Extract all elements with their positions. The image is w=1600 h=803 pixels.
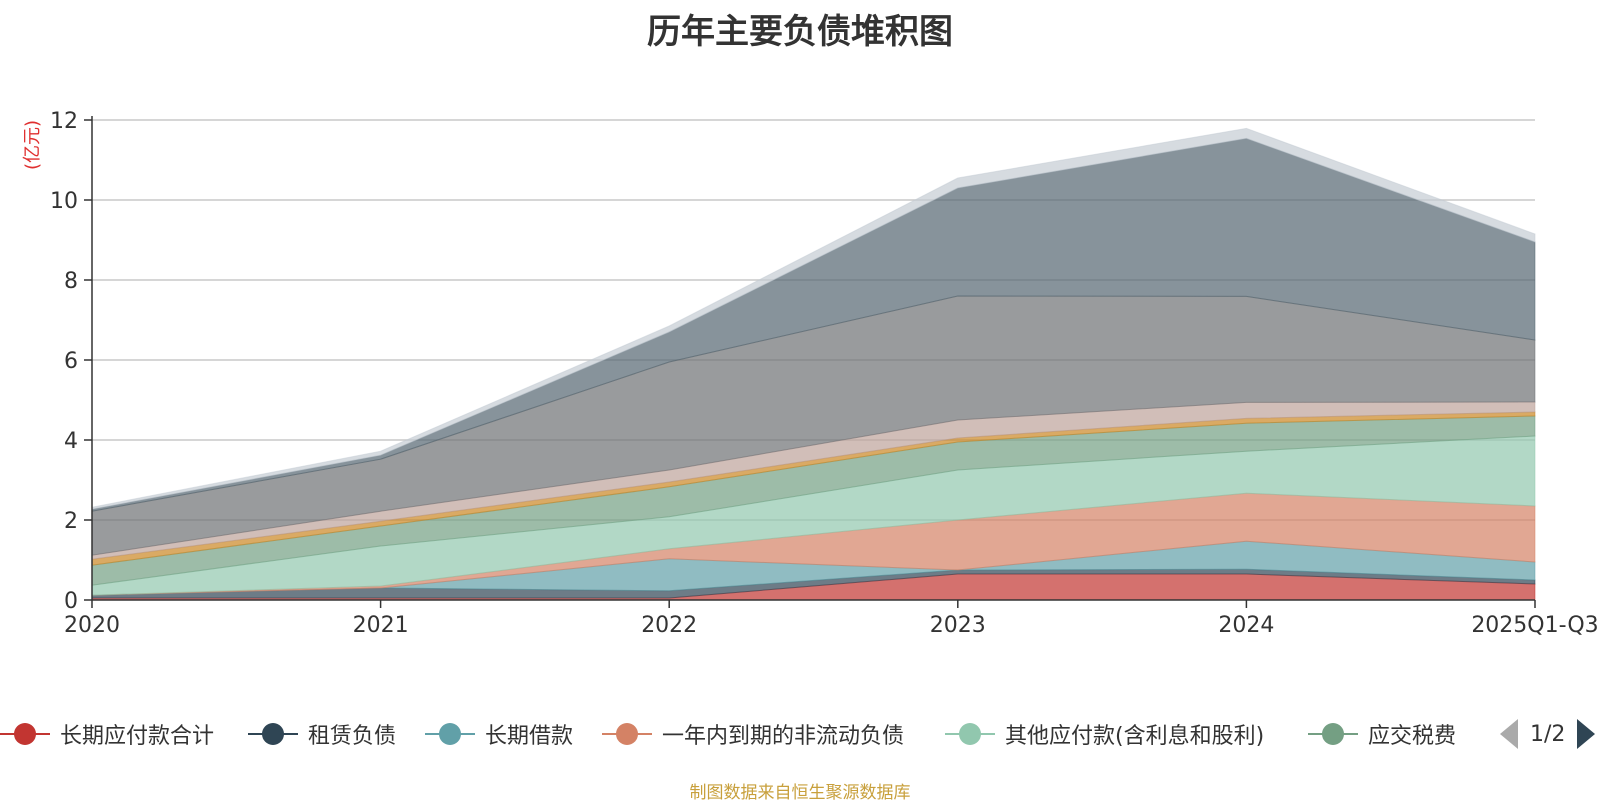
legend-marker-icon [945,722,995,746]
stacked-area-chart: 长期应付款合计租赁负债长期借款一年内到期的非流动负债其他应付款(含利息和股利)应… [22,109,1599,638]
area-series: 其他 [91,127,1536,510]
x-tick-label: 2023 [930,613,986,638]
y-tick-label: 0 [64,589,78,614]
y-axis-label: (亿元) [22,120,43,170]
x-tick-label: 2021 [353,613,409,638]
y-tick-label: 6 [64,349,78,374]
legend-marker-icon [1308,722,1358,746]
legend-item[interactable]: 长期借款 [425,714,573,754]
legend-label: 一年内到期的非流动负债 [662,724,905,749]
legend: 长期应付款合计 租赁负债 长期借款 一年内到期的非流动负债 其他应付款(含利息和股利) 应… [0,714,1600,754]
legend-marker-icon [0,722,50,746]
legend-prev-icon[interactable] [1500,719,1518,749]
x-tick-label: 2025Q1-Q3 [1471,613,1598,638]
legend-label: 其他应付款(含利息和股利) [1005,724,1265,749]
y-tick-label: 4 [64,429,78,454]
legend-label: 租赁负债 [308,724,397,749]
x-tick-label: 2024 [1218,613,1274,638]
legend-item[interactable]: 其他应付款(含利息和股利) [945,714,1264,754]
y-tick-label: 2 [64,509,78,534]
y-tick-label: 12 [50,109,78,134]
axes: 0 2 4 6 8 10 12 2020 2021 2022 2023 2024 2025Q1-Q3 [50,109,1599,638]
legend-marker-icon [425,722,475,746]
source-note: 制图数据来自恒生聚源数据库 [689,783,911,803]
legend-item[interactable]: 租赁负债 [248,714,396,754]
legend-label: 长期借款 [485,724,574,749]
legend-item[interactable]: 一年内到期的非流动负债 [602,714,904,754]
y-tick-label: 10 [50,189,78,214]
legend-page-indicator: 1/2 [1530,721,1566,747]
legend-pager: 1/2 [1500,714,1596,754]
x-tick-label: 2020 [64,613,120,638]
x-tick-label: 2022 [641,613,697,638]
y-tick-label: 8 [64,269,78,294]
legend-marker-icon [602,722,652,746]
legend-label: 应交税费 [1368,724,1457,749]
legend-label: 长期应付款合计 [60,724,215,749]
legend-marker-icon [248,722,298,746]
chart-title: 历年主要负债堆积图 [647,12,953,52]
legend-item[interactable]: 长期应付款合计 [0,714,214,754]
legend-item[interactable]: 应交税费 [1308,714,1456,754]
area-series-group: 长期应付款合计租赁负债长期借款一年内到期的非流动负债其他应付款(含利息和股利)应… [91,127,1536,601]
legend-next-icon[interactable] [1577,719,1596,749]
